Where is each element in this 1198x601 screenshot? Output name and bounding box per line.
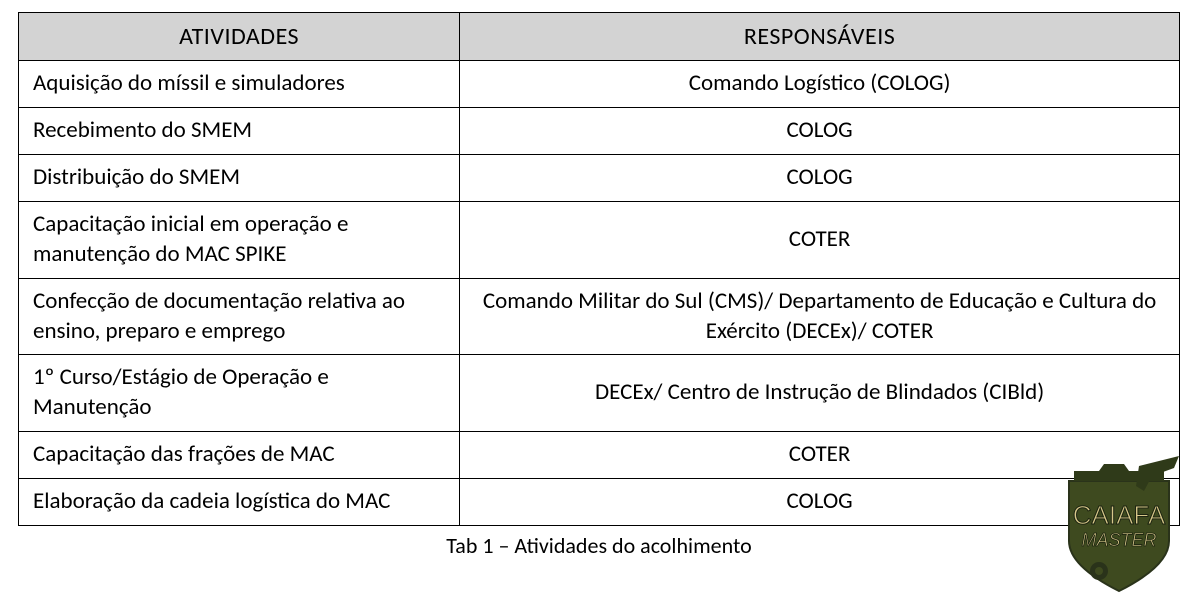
col-header-responsibles: RESPONSÁVEIS	[460, 13, 1180, 61]
cell-responsible: Comando Logístico (COLOG)	[460, 61, 1180, 108]
page: ATIVIDADES RESPONSÁVEIS Aquisição do mís…	[0, 0, 1198, 600]
cell-responsible: COTER	[460, 201, 1180, 278]
cell-activity: Recebimento do SMEM	[19, 108, 460, 155]
cell-responsible: Comando Militar do Sul (CMS)/ Departamen…	[460, 278, 1180, 355]
cell-activity: Confecção de documentação relativa ao en…	[19, 278, 460, 355]
activities-table: ATIVIDADES RESPONSÁVEIS Aquisição do mís…	[18, 12, 1180, 526]
cell-activity: Distribuição do SMEM	[19, 154, 460, 201]
cell-responsible: COLOG	[460, 154, 1180, 201]
cell-activity: Capacitação das frações de MAC	[19, 432, 460, 479]
table-row: Distribuição do SMEM COLOG	[19, 154, 1180, 201]
table-header-row: ATIVIDADES RESPONSÁVEIS	[19, 13, 1180, 61]
cell-responsible: COTER	[460, 432, 1180, 479]
table-row: Recebimento do SMEM COLOG	[19, 108, 1180, 155]
table-row: Confecção de documentação relativa ao en…	[19, 278, 1180, 355]
table-row: Elaboração da cadeia logística do MAC CO…	[19, 479, 1180, 526]
col-header-activities: ATIVIDADES	[19, 13, 460, 61]
cell-activity: 1º Curso/Estágio de Operação e Manutençã…	[19, 355, 460, 432]
cell-responsible: DECEx/ Centro de Instrução de Blindados …	[460, 355, 1180, 432]
table-row: Capacitação inicial em operação e manute…	[19, 201, 1180, 278]
cell-activity: Elaboração da cadeia logística do MAC	[19, 479, 460, 526]
table-caption: Tab 1 – Atividades do acolhimento	[18, 532, 1180, 559]
cell-activity: Aquisição do míssil e simuladores	[19, 61, 460, 108]
cell-activity: Capacitação inicial em operação e manute…	[19, 201, 460, 278]
cell-responsible: COLOG	[460, 479, 1180, 526]
table-row: Aquisição do míssil e simuladores Comand…	[19, 61, 1180, 108]
cell-responsible: COLOG	[460, 108, 1180, 155]
table-row: 1º Curso/Estágio de Operação e Manutençã…	[19, 355, 1180, 432]
table-row: Capacitação das frações de MAC COTER	[19, 432, 1180, 479]
